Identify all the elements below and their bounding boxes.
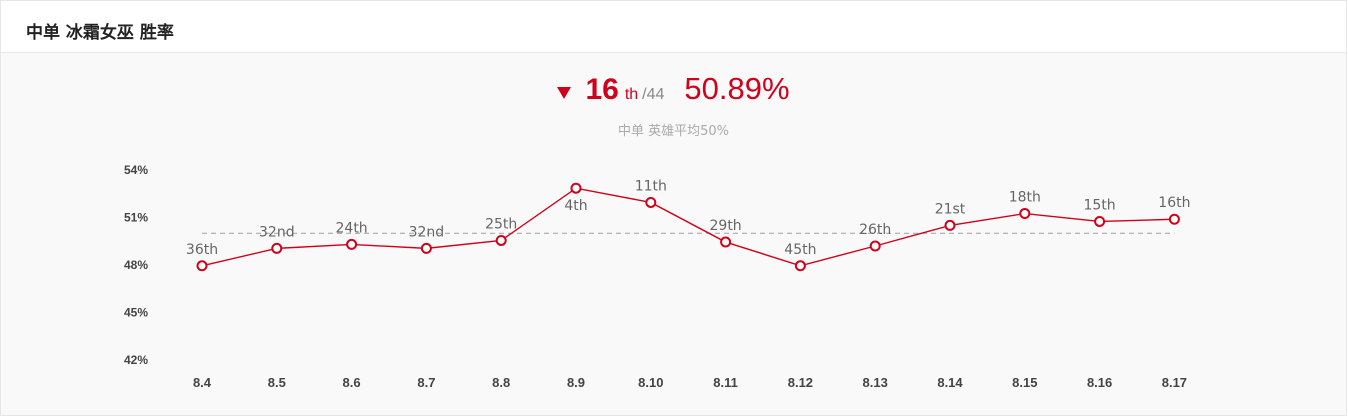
x-tick-label: 8.6 bbox=[343, 375, 361, 390]
data-point-label: 45th bbox=[784, 242, 816, 258]
data-point-marker bbox=[1168, 213, 1180, 225]
x-tick-label: 8.10 bbox=[638, 375, 663, 390]
average-note: 中单 英雄平均50% bbox=[617, 124, 730, 139]
data-point-marker bbox=[495, 234, 507, 246]
data-point-label: 29th bbox=[710, 218, 742, 234]
x-tick-label: 8.8 bbox=[492, 375, 510, 390]
rank-value: 16 bbox=[585, 73, 619, 106]
data-point-label: 16th bbox=[1158, 195, 1190, 211]
rank-suffix: th bbox=[624, 86, 639, 103]
data-point-label: 32nd bbox=[259, 224, 295, 240]
panel-title: 中单 冰霜女巫 胜率 bbox=[26, 23, 174, 43]
x-tick-label: 8.4 bbox=[193, 375, 212, 390]
x-tick-label: 8.9 bbox=[567, 375, 585, 390]
x-tick-label: 8.14 bbox=[937, 375, 963, 390]
data-point-label: 32nd bbox=[409, 224, 445, 240]
data-point-label: 24th bbox=[336, 220, 368, 236]
x-tick-label: 8.17 bbox=[1162, 375, 1187, 390]
data-point-marker bbox=[346, 238, 358, 250]
rank-total: /44 bbox=[642, 86, 665, 103]
y-tick-label: 54% bbox=[124, 163, 148, 177]
data-point-label: 21st bbox=[935, 201, 966, 217]
data-point-marker bbox=[570, 182, 582, 194]
data-point-label: 4th bbox=[564, 198, 587, 214]
data-point-marker bbox=[1019, 208, 1031, 220]
x-tick-label: 8.7 bbox=[417, 375, 435, 390]
data-point-label: 15th bbox=[1084, 197, 1116, 213]
x-tick-label: 8.13 bbox=[863, 375, 888, 390]
y-tick-label: 48% bbox=[124, 258, 148, 272]
data-point-marker bbox=[196, 260, 208, 272]
data-point-marker bbox=[1094, 215, 1106, 227]
data-point-marker bbox=[944, 219, 956, 231]
x-tick-label: 8.16 bbox=[1087, 375, 1112, 390]
data-point-marker bbox=[869, 240, 881, 252]
arrow-down-icon bbox=[557, 86, 572, 99]
winrate-series-line bbox=[201, 187, 1175, 267]
y-tick-label: 45% bbox=[124, 306, 148, 320]
winrate-value: 50.89% bbox=[684, 71, 790, 106]
y-tick-label: 51% bbox=[124, 211, 148, 225]
x-tick-label: 8.15 bbox=[1012, 375, 1037, 390]
data-point-label: 36th bbox=[186, 242, 218, 258]
data-point-label: 18th bbox=[1009, 190, 1041, 206]
x-tick-label: 8.5 bbox=[268, 375, 286, 390]
y-tick-label: 42% bbox=[124, 353, 148, 367]
data-point-label: 26th bbox=[859, 222, 891, 238]
data-point-marker bbox=[720, 236, 732, 248]
panel-header: 中单 冰霜女巫 胜率 bbox=[1, 1, 1346, 53]
data-point-marker bbox=[420, 242, 432, 254]
data-point-label: 11th bbox=[635, 178, 667, 194]
x-tick-label: 8.11 bbox=[713, 375, 738, 390]
rank-summary: 16 th/44 50.89% bbox=[1, 71, 1346, 107]
data-point-label: 25th bbox=[485, 216, 517, 232]
x-tick-label: 8.12 bbox=[788, 375, 813, 390]
data-point-marker bbox=[645, 196, 657, 208]
data-point-marker bbox=[271, 242, 283, 254]
data-point-marker bbox=[794, 260, 806, 272]
